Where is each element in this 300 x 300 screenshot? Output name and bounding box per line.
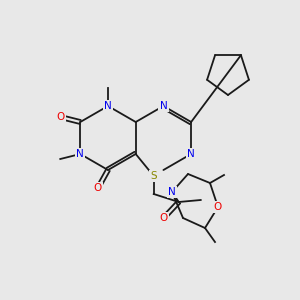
Text: O: O — [56, 112, 64, 122]
Text: N: N — [76, 149, 84, 159]
Text: N: N — [104, 101, 112, 111]
Text: S: S — [150, 171, 157, 181]
Text: N: N — [168, 187, 176, 197]
Text: O: O — [160, 213, 168, 223]
Text: N: N — [187, 149, 195, 159]
Text: O: O — [94, 183, 102, 193]
Text: N: N — [160, 101, 167, 111]
Text: O: O — [214, 202, 222, 212]
